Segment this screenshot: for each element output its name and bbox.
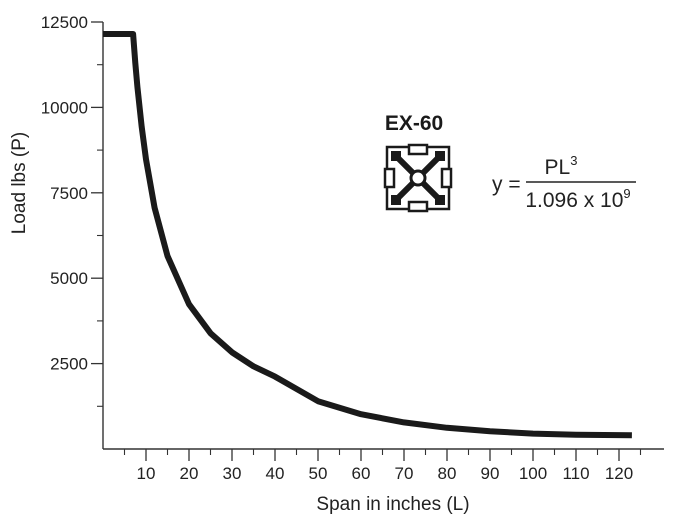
x-tick-label: 60 bbox=[352, 464, 371, 483]
formula-denominator: 1.096 x 109 bbox=[525, 186, 630, 212]
formula-lhs: y = bbox=[492, 173, 521, 196]
x-tick-label: 120 bbox=[605, 464, 633, 483]
y-tick-label: 2500 bbox=[50, 355, 88, 374]
product-title: EX-60 bbox=[385, 112, 443, 135]
x-axis-title: Span in inches (L) bbox=[316, 494, 469, 515]
x-tick-label: 50 bbox=[309, 464, 328, 483]
y-axis-ticks: 2500 5000 7500 10000 12500 bbox=[41, 13, 103, 407]
x-tick-label: 10 bbox=[137, 464, 156, 483]
x-tick-label: 110 bbox=[562, 464, 589, 483]
x-tick-label: 90 bbox=[481, 464, 500, 483]
x-axis-ticks: 10 20 30 40 50 60 70 80 90 100 110 120 bbox=[123, 449, 642, 483]
y-tick-label: 10000 bbox=[41, 98, 88, 117]
extrusion-profile-icon bbox=[383, 143, 453, 213]
x-tick-label: 40 bbox=[266, 464, 285, 483]
x-tick-label: 30 bbox=[223, 464, 242, 483]
x-tick-label: 80 bbox=[438, 464, 457, 483]
y-tick-label: 5000 bbox=[50, 269, 88, 288]
y-axis-title: Load lbs (P) bbox=[9, 132, 30, 234]
series-line bbox=[103, 31, 632, 439]
x-tick-label: 20 bbox=[180, 464, 199, 483]
x-tick-label: 100 bbox=[519, 464, 547, 483]
y-tick-label: 12500 bbox=[41, 13, 88, 32]
x-tick-label: 70 bbox=[395, 464, 414, 483]
deflection-formula: y = PL3 1.096 x 109 bbox=[492, 153, 636, 212]
formula-numerator: PL3 bbox=[545, 153, 578, 179]
y-tick-label: 7500 bbox=[50, 184, 88, 203]
